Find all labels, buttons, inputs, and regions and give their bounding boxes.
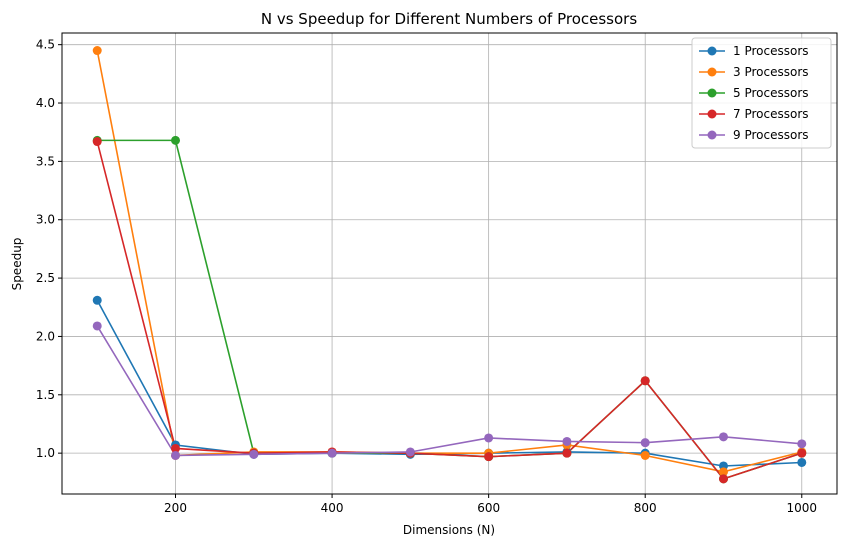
- legend-marker: [707, 46, 717, 56]
- data-point: [327, 448, 337, 458]
- data-point: [92, 46, 102, 56]
- data-point: [562, 448, 572, 458]
- series-points: [92, 46, 807, 484]
- legend-label: 9 Processors: [733, 128, 809, 142]
- series-line-4: [96, 141, 803, 480]
- data-point: [640, 376, 650, 386]
- legend-label: 5 Processors: [733, 86, 809, 100]
- y-axis-label: Speedup: [10, 238, 24, 291]
- data-point: [718, 474, 728, 484]
- data-point: [484, 433, 494, 443]
- data-point: [92, 137, 102, 147]
- y-tick-label: 2.5: [36, 271, 55, 285]
- legend-marker: [707, 109, 717, 119]
- x-tick-label: 1000: [786, 501, 817, 515]
- data-point: [484, 452, 494, 462]
- y-tick-label: 1.5: [36, 388, 55, 402]
- data-point: [718, 432, 728, 442]
- data-point: [797, 457, 807, 467]
- legend: 1 Processors 3 Processors 5 Processors 7 Pr…: [691, 37, 832, 149]
- series-lines: [96, 50, 803, 480]
- y-tick-label: 4.5: [36, 38, 55, 52]
- legend-box: [691, 37, 832, 149]
- y-tick-label: 3.0: [36, 213, 55, 227]
- x-tick-label: 800: [634, 501, 657, 515]
- legend-label: 1 Processors: [733, 44, 809, 58]
- data-point: [171, 135, 181, 145]
- series-line-3: [97, 139, 803, 480]
- legend-marker: [707, 67, 717, 77]
- data-point: [171, 450, 181, 460]
- y-tick-label: 1.0: [36, 446, 55, 460]
- series-line-1: [96, 299, 802, 467]
- series-line-2: [96, 50, 802, 473]
- data-point: [92, 295, 102, 305]
- data-point: [562, 436, 572, 446]
- data-point: [171, 443, 181, 453]
- data-point: [249, 449, 259, 459]
- data-point: [797, 439, 807, 449]
- axis-ticks: 200 400 600 800 1000 1.0 1.5 2.0 2.5 3.0 3.5 4.0 4.5: [36, 38, 817, 515]
- legend-marker: [707, 88, 717, 98]
- series-line-5: [96, 325, 802, 457]
- data-point: [640, 450, 650, 460]
- y-tick-label: 4.0: [36, 96, 55, 110]
- legend-marker: [707, 130, 717, 140]
- legend-label: 7 Processors: [733, 107, 809, 121]
- data-point: [718, 467, 728, 477]
- data-point: [92, 321, 102, 331]
- x-axis-label: Dimensions (N): [403, 523, 495, 537]
- legend-label: 3 Processors: [733, 65, 809, 79]
- plot-frame: [61, 32, 838, 495]
- chart-title: N vs Speedup for Different Numbers of Pr…: [261, 10, 637, 28]
- data-point: [797, 448, 807, 458]
- x-tick-label: 400: [321, 501, 344, 515]
- x-tick-label: 200: [164, 501, 187, 515]
- y-tick-label: 2.0: [36, 329, 55, 343]
- data-point: [640, 438, 650, 448]
- y-tick-label: 3.5: [36, 154, 55, 168]
- data-point: [405, 447, 415, 457]
- x-tick-label: 600: [477, 501, 500, 515]
